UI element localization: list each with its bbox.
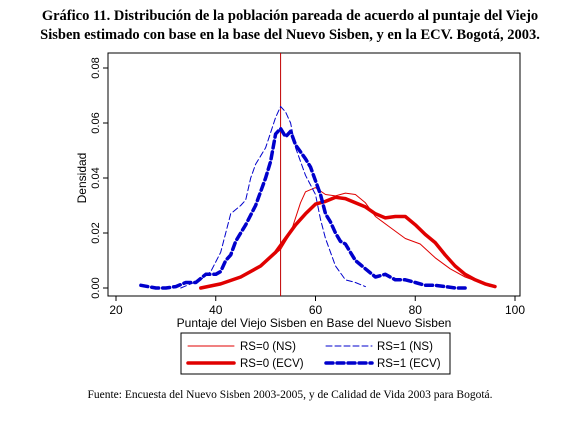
y-tick-label: 0.06 — [90, 112, 102, 133]
x-tick-label: 80 — [409, 303, 423, 317]
x-tick-label: 60 — [309, 303, 323, 317]
chart-title: Gráfico 11. Distribución de la población… — [0, 7, 580, 45]
y-axis-title: Densidad — [75, 153, 89, 204]
legend-label-2: RS=0 (ECV) — [240, 358, 304, 370]
chart-title-line-2: Sisben estimado con base en la base del … — [40, 27, 540, 43]
chart-axes: 20 40 60 80 100 0.00 0.02 0.04 0.06 0.08 Puntaje d… — [75, 52, 525, 330]
series-line-1 — [180, 106, 366, 289]
legend-label-0: RS=0 (NS) — [240, 341, 296, 353]
x-axis-title: Puntaje del Viejo Sisben en Base del Nue… — [177, 316, 452, 330]
x-tick-label: 100 — [505, 303, 525, 317]
x-tick-label: 40 — [209, 303, 223, 317]
y-tick-label: 0.00 — [90, 277, 102, 298]
y-tick-label: 0.04 — [90, 167, 102, 188]
series-line-2 — [199, 195, 497, 290]
legend-label-1: RS=1 (NS) — [377, 341, 433, 353]
source-note: Fuente: Encuesta del Nuevo Sisben 2003-2… — [87, 389, 493, 401]
y-tick-label: 0.02 — [90, 222, 102, 243]
x-tick-label: 20 — [109, 303, 123, 317]
legend-label-3: RS=1 (ECV) — [377, 358, 441, 370]
chart-series — [139, 106, 497, 290]
legend-box — [180, 332, 451, 375]
chart-legend: RS=0 (NS) RS=1 (NS) RS=0 (ECV) RS=1 (ECV) — [180, 332, 451, 375]
chart-title-line-1: Gráfico 11. Distribución de la población… — [41, 8, 539, 24]
plot-frame — [107, 52, 521, 297]
series-line-3 — [139, 126, 467, 290]
y-tick-label: 0.08 — [90, 57, 102, 78]
